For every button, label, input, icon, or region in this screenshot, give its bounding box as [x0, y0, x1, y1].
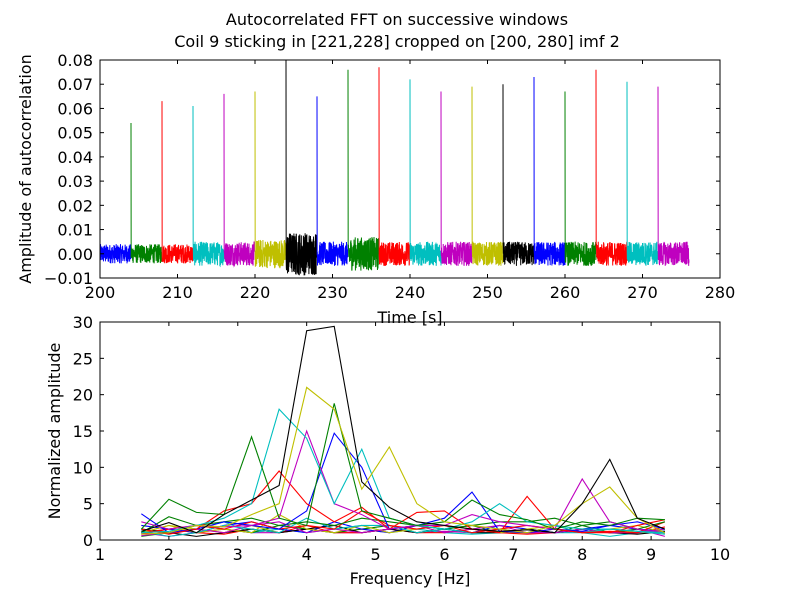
- bottom-xtick-label: 5: [370, 545, 380, 564]
- figure-title-line2: Coil 9 sticking in [221,228] cropped on …: [174, 32, 620, 51]
- top-window-series-5: [254, 91, 287, 269]
- top-ytick-label: 0.08: [57, 51, 93, 70]
- top-ytick-label: −0.01: [44, 269, 93, 288]
- top-window-series-6: [285, 59, 318, 276]
- top-ytick-label: 0.06: [57, 99, 93, 118]
- bottom-spectrum-series-9: [141, 517, 665, 537]
- top-xtick-label: 280: [705, 283, 736, 302]
- bottom-ytick-label: 5: [83, 495, 93, 514]
- top-xtick-label: 230: [317, 283, 348, 302]
- top-series-group: [99, 59, 690, 276]
- bottom-xtick-label: 6: [439, 545, 449, 564]
- top-window-series-3: [192, 106, 225, 268]
- bottom-xtick-label: 7: [508, 545, 518, 564]
- bottom-spectrum-series-5: [141, 470, 666, 535]
- top-ytick-label: 0.03: [57, 172, 93, 191]
- bottom-spectrum-series-0: [141, 325, 666, 534]
- bottom-ytick-label: 15: [73, 422, 93, 441]
- top-ytick-label: 0.05: [57, 124, 93, 143]
- top-ytick-label: 0.00: [57, 245, 93, 264]
- top-window-series-13: [502, 84, 535, 266]
- bottom-ytick-label: 30: [73, 313, 93, 332]
- top-window-series-16: [595, 69, 628, 266]
- bottom-axes-frame: [99, 321, 721, 541]
- bottom-xtick-label: 3: [233, 545, 243, 564]
- top-ticks-group: 200 210 220 230 240 250 260 270 280 −0.01 0.00 0.01…: [44, 51, 735, 302]
- bottom-xtick-label: 9: [646, 545, 656, 564]
- top-ytick-label: 0.07: [57, 75, 93, 94]
- top-xtick-label: 200: [85, 283, 116, 302]
- bottom-spectrum-series-2: [140, 403, 665, 530]
- top-window-series-14: [533, 76, 566, 266]
- top-ylabel: Amplitude of autocorrelation: [16, 54, 35, 283]
- bottom-ticks-group: 1 2 3 4 5 6 7 8 9 10 0 5 10 15 20 25 30: [73, 313, 731, 564]
- top-window-series-0: [99, 244, 132, 264]
- top-ytick-label: 0.01: [57, 221, 93, 240]
- top-axes-frame: [99, 59, 721, 279]
- time-series-plot: 200 210 220 230 240 250 260 270 280 −0.01 0.00 0.01…: [16, 51, 735, 327]
- top-window-series-8: [347, 69, 380, 271]
- figure-title-line1: Autocorrelated FFT on successive windows: [226, 10, 568, 29]
- bottom-xtick-label: 10: [710, 545, 730, 564]
- bottom-xtick-label: 2: [164, 545, 174, 564]
- top-window-series-1: [130, 122, 163, 264]
- top-window-series-9: [378, 67, 411, 266]
- top-window-series-12: [471, 86, 504, 266]
- bottom-ytick-label: 0: [83, 531, 93, 550]
- frequency-plot: 1 2 3 4 5 6 7 8 9 10 0 5 10 15 20 25 30 Frequency [Hz] N…: [45, 313, 730, 588]
- top-window-series-7: [316, 96, 349, 266]
- top-window-series-15: [564, 91, 597, 266]
- bottom-spectrum-series-4: [141, 429, 665, 534]
- bottom-spectrum-series-1: [141, 386, 666, 535]
- top-xtick-label: 240: [395, 283, 426, 302]
- bottom-xtick-label: 1: [95, 545, 105, 564]
- top-window-series-18: [657, 86, 690, 266]
- top-xlabel: Time [s]: [376, 308, 442, 327]
- top-window-series-17: [626, 81, 659, 266]
- bottom-ylabel: Normalized amplitude: [45, 343, 64, 520]
- top-xtick-label: 250: [472, 283, 503, 302]
- top-xtick-label: 270: [627, 283, 658, 302]
- bottom-series-group: [140, 325, 666, 537]
- top-window-series-4: [223, 93, 256, 268]
- top-ytick-label: 0.04: [57, 148, 93, 167]
- top-xtick-label: 220: [240, 283, 271, 302]
- bottom-xtick-label: 4: [302, 545, 312, 564]
- bottom-spectrum-series-7: [141, 516, 666, 534]
- bottom-ytick-label: 25: [73, 349, 93, 368]
- top-xtick-label: 260: [550, 283, 581, 302]
- bottom-ytick-label: 10: [73, 458, 93, 477]
- bottom-xtick-label: 8: [577, 545, 587, 564]
- top-xtick-label: 210: [162, 283, 193, 302]
- top-window-series-11: [440, 91, 473, 266]
- top-window-series-2: [161, 101, 194, 264]
- bottom-xlabel: Frequency [Hz]: [350, 569, 471, 588]
- bottom-ytick-label: 20: [73, 386, 93, 405]
- top-window-series-10: [409, 79, 442, 266]
- top-ytick-label: 0.02: [57, 196, 93, 215]
